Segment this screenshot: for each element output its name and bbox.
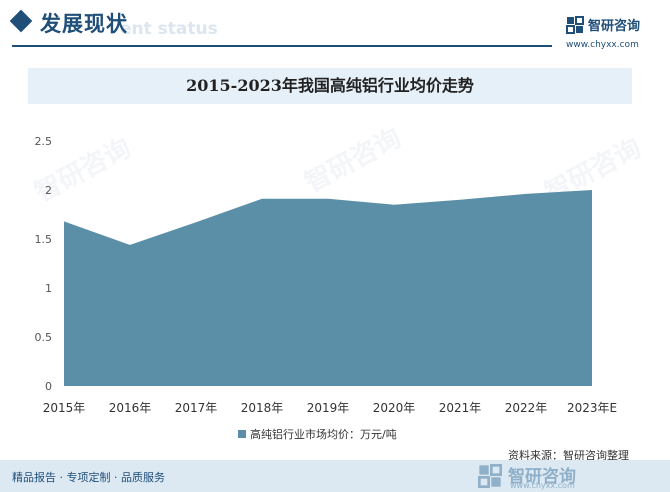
brand-name: 智研咨询 bbox=[588, 19, 641, 34]
x-tick-label: 2017年 bbox=[175, 401, 218, 415]
brand-logo: 智研咨询 www.chyxx.com bbox=[566, 15, 662, 55]
footer-logo-url: www.chyxx.com bbox=[510, 481, 575, 490]
x-tick-label: 2018年 bbox=[241, 401, 284, 415]
x-tick-label: 2022年 bbox=[505, 401, 548, 415]
legend: 高纯铝行业市场均价：万元/吨 bbox=[238, 426, 397, 442]
x-tick-label: 2020年 bbox=[373, 401, 416, 415]
x-tick-label: 2023年E bbox=[567, 401, 617, 415]
y-tick-label: 1 bbox=[45, 282, 52, 295]
brand-url: www.chyxx.com bbox=[566, 40, 639, 50]
x-tick-label: 2021年 bbox=[439, 401, 482, 415]
legend-label: 高纯铝行业市场均价：万元/吨 bbox=[250, 428, 397, 441]
footer: 精品报告 · 专项定制 · 品质服务 智研咨询 www.chyxx.com bbox=[0, 460, 670, 492]
header-divider bbox=[12, 45, 552, 47]
y-tick-label: 2 bbox=[45, 184, 52, 197]
chart-title-bar: 2015-2023年我国高纯铝行业均价走势 bbox=[28, 68, 632, 104]
area-chart: 0 0.5 1 1.5 2 2.5 2015年 2016年 2017年 2018年 2019年 202… bbox=[35, 135, 618, 415]
footer-slogan: 精品报告 · 专项定制 · 品质服务 bbox=[12, 471, 165, 484]
y-tick-label: 1.5 bbox=[35, 233, 53, 246]
legend-swatch bbox=[238, 430, 246, 438]
x-tick-label: 2015年 bbox=[43, 401, 86, 415]
y-tick-label: 2.5 bbox=[35, 135, 53, 148]
header: ent status 发展现状 智研咨询 www.chyxx.com bbox=[0, 0, 670, 60]
footer-logo-text: 智研咨询 bbox=[508, 467, 576, 487]
y-tick-label: 0 bbox=[45, 380, 52, 393]
brand-logo-icon bbox=[566, 16, 584, 34]
section-title: 发展现状 bbox=[40, 12, 128, 36]
chart-title: 2015-2023年我国高纯铝行业均价走势 bbox=[186, 76, 474, 95]
footer-logo-icon bbox=[478, 464, 502, 488]
y-tick-label: 0.5 bbox=[35, 331, 53, 344]
section-subtitle: ent status bbox=[120, 19, 218, 39]
x-tick-label: 2016年 bbox=[109, 401, 152, 415]
source-note: 资料来源：智研咨询整理 bbox=[508, 449, 629, 462]
footer-logo: 智研咨询 www.chyxx.com bbox=[478, 460, 658, 492]
diamond-icon bbox=[9, 9, 33, 33]
x-tick-label: 2019年 bbox=[307, 401, 350, 415]
area-series-0 bbox=[64, 190, 592, 386]
